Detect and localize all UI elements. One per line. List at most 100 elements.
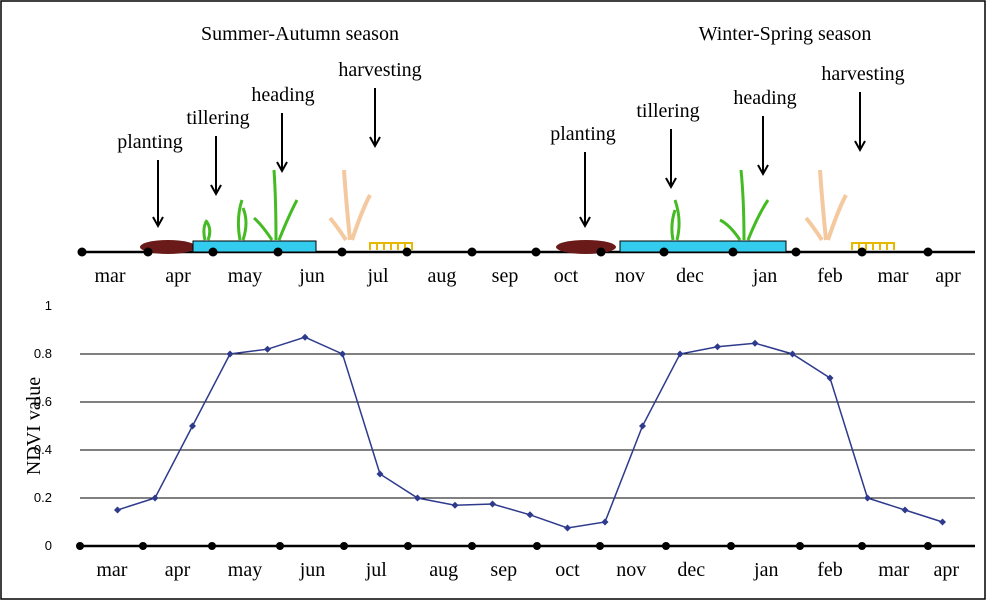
arrow-head xyxy=(152,216,164,229)
timeline-dot xyxy=(791,247,801,257)
ndvi-point xyxy=(901,506,909,514)
axis-dot xyxy=(727,542,735,550)
soil xyxy=(556,240,616,254)
axis-dot xyxy=(468,542,476,550)
ndvi-point xyxy=(601,518,609,526)
timeline-dot xyxy=(143,247,153,257)
stage-label: planting xyxy=(550,123,616,145)
month-label: sep xyxy=(492,265,519,287)
axis-dot xyxy=(533,542,541,550)
timeline-dot xyxy=(596,247,606,257)
season-title: Summer-Autumn season xyxy=(201,23,399,45)
timeline-dot xyxy=(728,247,738,257)
axis-dot xyxy=(208,542,216,550)
ndvi-point xyxy=(376,470,384,478)
axis-dot xyxy=(404,542,412,550)
x-tick-label: jul xyxy=(365,559,388,581)
month-label: may xyxy=(228,265,262,287)
stubble xyxy=(851,242,895,250)
x-tick-label: aug xyxy=(429,559,458,581)
axis-dot xyxy=(596,542,604,550)
ndvi-point xyxy=(564,524,571,532)
ndvi-point xyxy=(151,494,159,502)
y-axis-label: NDVI value xyxy=(23,377,45,475)
x-tick-label: nov xyxy=(616,559,646,581)
ndvi-point xyxy=(826,374,834,382)
stubble xyxy=(369,242,413,250)
x-tick-label: mar xyxy=(878,559,909,581)
axis-dot xyxy=(858,542,866,550)
axis-dot xyxy=(340,542,348,550)
arrow-head xyxy=(369,136,381,149)
month-label: mar xyxy=(877,265,908,287)
y-tick-label: 0.6 xyxy=(34,394,52,409)
arrow-head xyxy=(276,161,288,174)
illustration xyxy=(140,169,895,254)
x-tick-label: mar xyxy=(96,559,127,581)
stage-label: planting xyxy=(117,131,183,153)
ndvi-point xyxy=(864,494,871,502)
ndvi-point xyxy=(339,350,346,358)
timeline-dot xyxy=(659,247,669,257)
ndvi-point xyxy=(301,333,309,341)
month-label: apr xyxy=(165,265,191,287)
month-label: dec xyxy=(676,265,704,287)
month-label: feb xyxy=(817,265,843,287)
arrow-head xyxy=(854,140,866,153)
axis-dot xyxy=(276,542,284,550)
ripe-plant xyxy=(804,169,848,242)
stage-label: harvesting xyxy=(821,63,904,85)
timeline-dot xyxy=(923,247,933,257)
y-tick-label: 0.8 xyxy=(34,346,52,361)
month-label: jul xyxy=(366,265,389,287)
axis-dot xyxy=(662,542,670,550)
stage-label: tillering xyxy=(186,107,249,129)
arrow-head xyxy=(579,216,591,229)
soil xyxy=(140,240,196,254)
x-tick-label: sep xyxy=(490,559,517,581)
y-tick-label: 0.4 xyxy=(34,442,52,457)
month-label: apr xyxy=(935,265,961,287)
ndvi-point xyxy=(714,343,721,351)
arrow-head xyxy=(757,164,769,177)
month-label: jan xyxy=(752,265,777,287)
month-label: mar xyxy=(94,265,125,287)
ndvi-point xyxy=(789,350,796,358)
x-tick-label: jan xyxy=(753,559,778,581)
stage-label: heading xyxy=(251,84,314,106)
timeline-dot xyxy=(402,247,412,257)
ndvi-point xyxy=(526,511,534,519)
ndvi-point xyxy=(489,500,496,508)
y-tick-label: 1 xyxy=(45,298,52,313)
ndvi-point xyxy=(114,506,121,514)
x-tick-label: may xyxy=(228,559,262,581)
x-tick-label: jun xyxy=(299,559,326,581)
ndvi-point xyxy=(414,494,421,502)
x-tick-label: apr xyxy=(165,559,191,581)
axis-dot xyxy=(76,542,84,550)
stage-label: harvesting xyxy=(338,59,421,81)
timeline-dot xyxy=(208,247,218,257)
timeline-dot xyxy=(77,247,87,257)
arrow-head xyxy=(665,177,677,190)
axis-dot xyxy=(924,542,932,550)
stage-label: heading xyxy=(733,87,796,109)
ndvi-point xyxy=(226,350,234,358)
ndvi-point xyxy=(751,339,759,347)
stage-label: tillering xyxy=(636,100,699,122)
ndvi-point xyxy=(639,422,646,430)
arrow-head xyxy=(210,184,222,197)
x-tick-label: dec xyxy=(677,559,705,581)
ripe-plant xyxy=(328,169,372,242)
x-tick-label: feb xyxy=(817,559,843,581)
month-label: nov xyxy=(615,265,645,287)
plant xyxy=(670,169,770,241)
timeline-dot xyxy=(337,247,347,257)
y-tick-label: 0 xyxy=(45,538,52,553)
x-tick-label: apr xyxy=(933,559,959,581)
timeline-dot xyxy=(857,247,867,257)
plant xyxy=(202,169,299,241)
month-label: jun xyxy=(298,265,325,287)
